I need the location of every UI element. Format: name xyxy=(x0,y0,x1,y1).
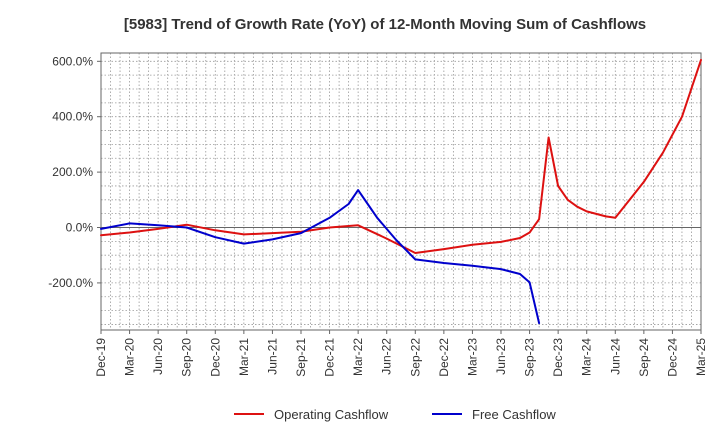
x-tick-label: Sep-20 xyxy=(180,338,194,377)
plot-border xyxy=(100,52,702,331)
x-tick-label: Sep-23 xyxy=(523,338,537,377)
x-tick-label: Mar-23 xyxy=(465,338,479,376)
x-tick-label: Sep-21 xyxy=(294,338,308,377)
plot-area: 600.0% 400.0% 200.0% 0.0% -200.0% Dec-19 Mar-2… xyxy=(48,52,708,377)
x-tick-label: Mar-24 xyxy=(580,338,594,376)
series-line-free-cashflow xyxy=(100,189,541,325)
y-tick-label: -200.0% xyxy=(48,276,93,290)
plot-background xyxy=(101,53,701,330)
x-tick-label: Jun-21 xyxy=(265,338,279,375)
x-tick-label: Mar-22 xyxy=(351,338,365,376)
x-tick-label: Jun-20 xyxy=(151,338,165,375)
x-tick-label: Mar-25 xyxy=(694,338,708,376)
x-tick-label: Dec-20 xyxy=(208,338,222,377)
legend-label: Free Cashflow xyxy=(472,407,556,422)
x-tick-label: Mar-20 xyxy=(123,338,137,376)
x-tick-label: Jun-24 xyxy=(608,338,622,375)
x-tick-label: Mar-21 xyxy=(237,338,251,376)
legend: Operating Cashflow Free Cashflow xyxy=(234,407,556,422)
x-tick-label: Jun-23 xyxy=(494,338,508,375)
x-tick-label: Jun-22 xyxy=(380,338,394,375)
x-tick-label: Dec-21 xyxy=(323,338,337,377)
y-tick-label: 0.0% xyxy=(66,221,94,235)
x-tick-label: Dec-22 xyxy=(437,338,451,377)
x-tick-label: Dec-24 xyxy=(665,338,679,377)
chart-title: [5983] Trend of Growth Rate (YoY) of 12-… xyxy=(124,16,646,33)
legend-label: Operating Cashflow xyxy=(274,407,389,422)
y-tick-label: 200.0% xyxy=(52,165,93,179)
y-tick-label: 600.0% xyxy=(52,54,93,68)
x-tick-label: Sep-22 xyxy=(408,338,422,377)
series-line-operating-cashflow xyxy=(100,58,702,254)
x-tick-label: Dec-23 xyxy=(551,338,565,377)
x-tick-label: Dec-19 xyxy=(94,338,108,377)
y-tick-label: 400.0% xyxy=(52,110,93,124)
x-tick-label: Sep-24 xyxy=(637,338,651,377)
